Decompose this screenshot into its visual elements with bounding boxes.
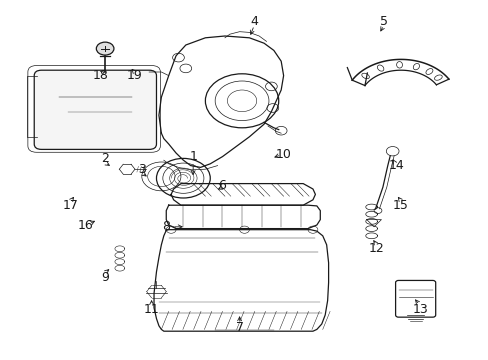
Circle shape [96,42,114,55]
Text: 2: 2 [101,152,109,165]
Text: 1: 1 [189,150,197,163]
FancyBboxPatch shape [34,70,156,149]
Text: 8: 8 [162,220,170,233]
Text: 17: 17 [63,199,79,212]
Text: 18: 18 [92,69,108,82]
Text: 6: 6 [218,179,226,192]
Text: 3: 3 [138,163,145,176]
Text: 19: 19 [126,69,142,82]
Text: 14: 14 [387,159,403,172]
Text: 7: 7 [235,321,243,334]
Text: 13: 13 [412,303,427,316]
Text: 9: 9 [101,271,109,284]
Text: 15: 15 [392,199,408,212]
Text: 5: 5 [379,15,387,28]
Text: 4: 4 [250,15,258,28]
Text: 16: 16 [78,219,93,231]
Text: 11: 11 [143,303,159,316]
Text: 12: 12 [368,242,384,255]
Text: 10: 10 [275,148,291,161]
